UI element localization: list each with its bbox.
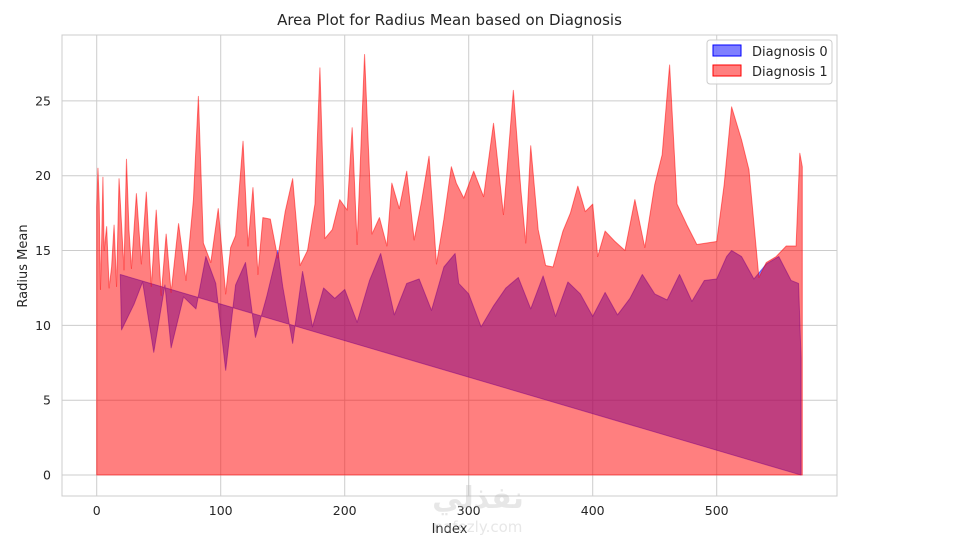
area-series-diagnosis-1: [96, 53, 803, 476]
x-tick-label-400: 400: [581, 503, 605, 518]
x-tick-label-500: 500: [705, 503, 729, 518]
area-series: [96, 53, 803, 476]
legend-label-diagnosis-0: Diagnosis 0: [752, 45, 828, 60]
legend: Diagnosis 0 Diagnosis 1: [706, 39, 833, 85]
x-tick-labels: 0 100 200 300 400 500: [93, 503, 729, 518]
y-tick-label-20: 20: [35, 168, 51, 183]
x-tick-label-200: 200: [333, 503, 357, 518]
y-axis-label: Radius Mean: [16, 224, 31, 307]
y-tick-label-5: 5: [43, 393, 51, 408]
y-tick-label-15: 15: [35, 243, 51, 258]
y-tick-label-25: 25: [35, 93, 51, 108]
y-tick-label-10: 10: [35, 318, 51, 333]
chart-title: Area Plot for Radius Mean based on Diagn…: [277, 11, 622, 29]
legend-label-diagnosis-1: Diagnosis 1: [752, 65, 828, 80]
plot-frame: [61, 34, 838, 497]
x-tick-label-300: 300: [457, 503, 481, 518]
watermark-latin: nafezly.com: [434, 518, 523, 536]
y-tick-labels: 0 5 10 15 20 25: [35, 93, 51, 482]
legend-swatch-diagnosis-1: [712, 64, 742, 77]
x-axis-label: Index: [432, 522, 468, 537]
watermark: نفذلي nafezly.com: [432, 481, 524, 536]
x-tick-label-0: 0: [93, 503, 101, 518]
legend-swatch-diagnosis-0: [712, 44, 742, 57]
watermark-arabic: نفذلي: [432, 481, 524, 516]
x-tick-label-100: 100: [209, 503, 233, 518]
y-tick-label-0: 0: [43, 468, 51, 483]
